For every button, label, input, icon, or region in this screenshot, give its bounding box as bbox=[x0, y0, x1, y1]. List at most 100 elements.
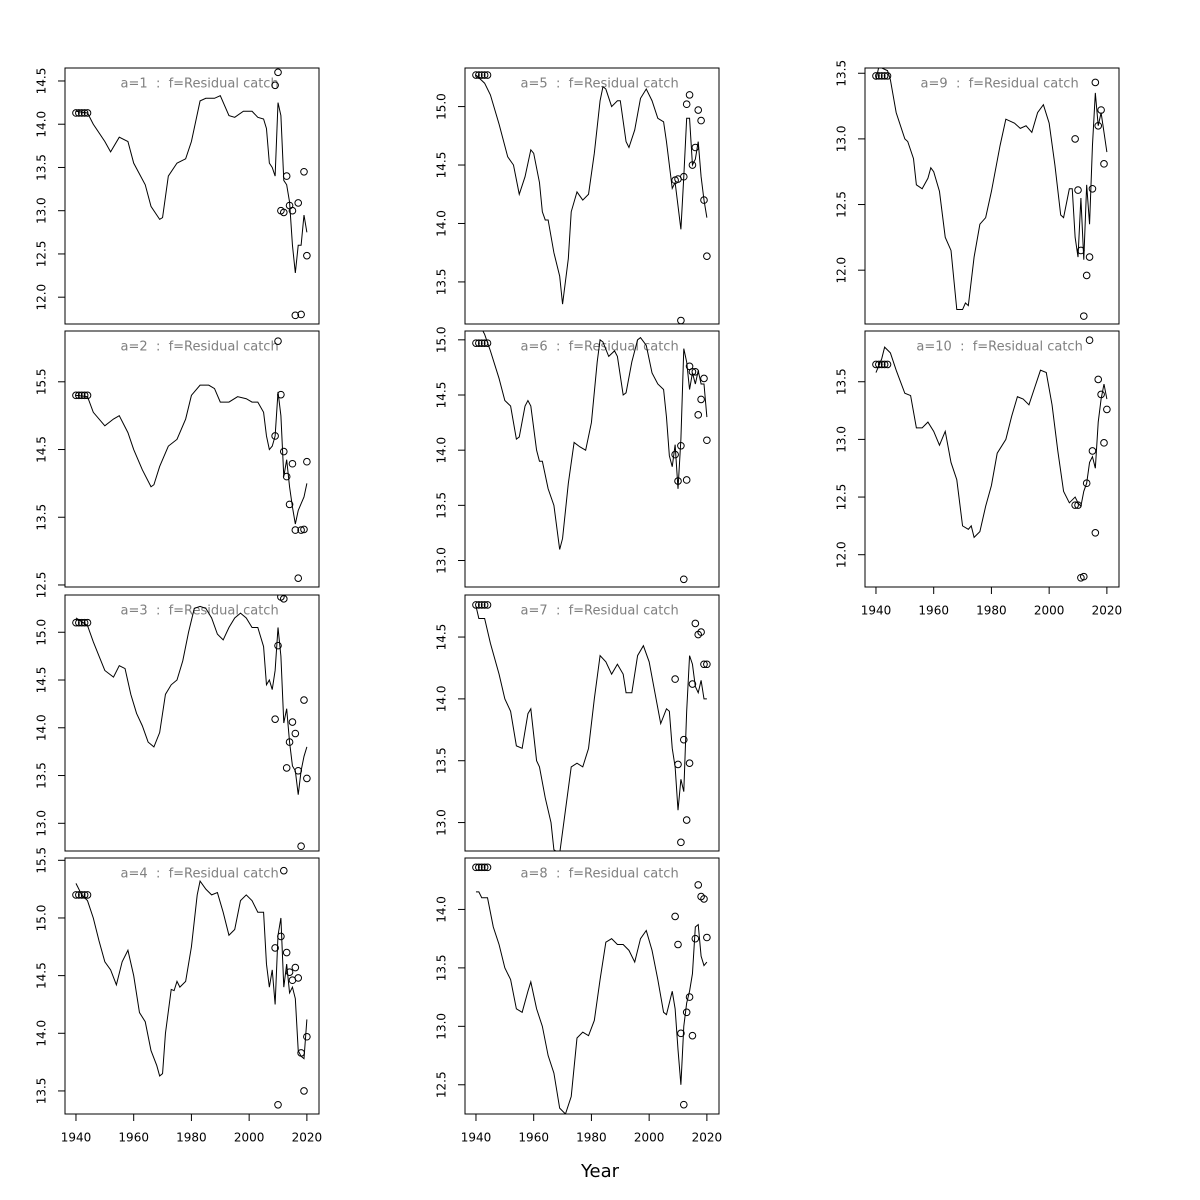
y-tick-label: 14.5 bbox=[435, 152, 449, 179]
point bbox=[1100, 439, 1108, 447]
panel: a=10 : f=Residual catch 12.0 12.5 13.0 13.5 1… bbox=[835, 330, 1123, 618]
point bbox=[682, 1008, 691, 1017]
panel-title: a=8 : f=Residual catch bbox=[521, 867, 679, 882]
panel: a=5 : f=Residual catch 13.5 14.0 14.5 15.0 bbox=[435, 67, 720, 325]
panel-frame bbox=[64, 330, 320, 588]
point bbox=[685, 993, 694, 1001]
point bbox=[77, 891, 86, 899]
y-tick-label: 12.0 bbox=[35, 284, 49, 311]
plot-area bbox=[72, 866, 311, 1109]
point bbox=[297, 842, 305, 851]
point bbox=[77, 391, 86, 400]
point bbox=[685, 759, 694, 767]
x-tick-label: 2020 bbox=[1092, 604, 1123, 618]
point bbox=[72, 891, 80, 899]
point bbox=[303, 774, 311, 783]
panel: a=8 : f=Residual catch 12.5 13.0 13.5 14.0 19… bbox=[435, 857, 722, 1145]
x-tick-label: 2000 bbox=[634, 1131, 665, 1145]
point bbox=[282, 172, 291, 180]
y-tick-label: 12.5 bbox=[835, 191, 849, 218]
point bbox=[297, 1049, 305, 1057]
point bbox=[271, 715, 279, 723]
point bbox=[83, 391, 92, 400]
y-tick-label: 14.5 bbox=[35, 436, 49, 463]
point bbox=[679, 1100, 688, 1109]
point bbox=[77, 109, 86, 117]
point bbox=[697, 116, 705, 125]
x-tick-label: 1940 bbox=[461, 1131, 492, 1145]
point bbox=[674, 477, 682, 485]
line bbox=[475, 74, 708, 305]
panel: a=3 : f=Residual catch 13.0 13.5 14.0 14.5 15… bbox=[35, 594, 320, 852]
plot-area bbox=[472, 71, 711, 324]
y-tick-label: 13.0 bbox=[35, 810, 49, 837]
point bbox=[679, 735, 688, 744]
point bbox=[700, 196, 708, 204]
point bbox=[674, 760, 682, 769]
point bbox=[294, 974, 303, 982]
y-tick-label: 13.0 bbox=[35, 197, 49, 224]
point bbox=[1094, 121, 1103, 130]
point bbox=[685, 91, 694, 99]
y-tick-label: 15.0 bbox=[435, 326, 449, 353]
x-tick-label: 1980 bbox=[576, 1131, 607, 1145]
point bbox=[679, 575, 688, 584]
point bbox=[279, 595, 288, 603]
point bbox=[477, 339, 486, 347]
y-tick-label: 14.5 bbox=[435, 624, 449, 651]
y-tick-label: 14.0 bbox=[35, 714, 49, 741]
point bbox=[694, 411, 703, 419]
point bbox=[300, 525, 308, 534]
y-tick-label: 13.0 bbox=[835, 426, 849, 453]
plot-area bbox=[872, 68, 1108, 320]
point bbox=[480, 339, 489, 347]
plot-area bbox=[72, 68, 311, 320]
point bbox=[880, 72, 889, 80]
plot-area bbox=[472, 331, 711, 584]
point bbox=[671, 675, 679, 683]
point bbox=[483, 71, 492, 79]
panel-title: a=3 : f=Residual catch bbox=[121, 604, 279, 619]
panel: a=9 : f=Residual catch 12.0 12.5 13.0 13.5 bbox=[835, 60, 1120, 325]
point bbox=[291, 729, 300, 738]
point bbox=[883, 72, 892, 80]
point bbox=[875, 72, 883, 80]
point bbox=[75, 891, 83, 899]
point bbox=[1091, 78, 1100, 87]
point bbox=[282, 764, 291, 772]
point bbox=[480, 601, 489, 609]
point bbox=[691, 619, 700, 628]
point bbox=[1103, 405, 1111, 414]
point bbox=[72, 109, 80, 117]
line bbox=[75, 384, 308, 525]
point bbox=[700, 895, 708, 903]
panel-frame bbox=[864, 67, 1120, 325]
y-tick-label: 12.5 bbox=[35, 572, 49, 599]
point bbox=[679, 172, 688, 181]
point bbox=[83, 891, 92, 899]
y-tick-label: 13.5 bbox=[35, 504, 49, 531]
x-tick-label: 1980 bbox=[976, 604, 1007, 618]
point bbox=[875, 360, 883, 369]
panel: a=7 : f=Residual catch 13.0 13.5 14.0 14.5 bbox=[435, 594, 720, 852]
y-tick-label: 15.5 bbox=[35, 368, 49, 395]
point bbox=[288, 718, 297, 726]
line bbox=[475, 891, 708, 1114]
y-tick-label: 15.5 bbox=[35, 847, 49, 874]
point bbox=[483, 339, 492, 347]
point bbox=[1097, 106, 1105, 114]
point bbox=[72, 618, 80, 627]
y-tick-label: 14.0 bbox=[435, 437, 449, 464]
x-axis-label: Year bbox=[580, 1161, 620, 1182]
point bbox=[477, 863, 486, 872]
y-tick-label: 14.5 bbox=[35, 962, 49, 989]
plot-area bbox=[72, 337, 311, 582]
line bbox=[75, 605, 308, 795]
point bbox=[75, 618, 83, 627]
point bbox=[279, 866, 288, 875]
panel-frame bbox=[64, 594, 320, 852]
panel: a=1 : f=Residual catch 12.0 12.5 13.0 13.5 14… bbox=[35, 67, 320, 325]
panel-frame bbox=[864, 330, 1120, 588]
point bbox=[691, 934, 700, 943]
point bbox=[674, 940, 682, 949]
